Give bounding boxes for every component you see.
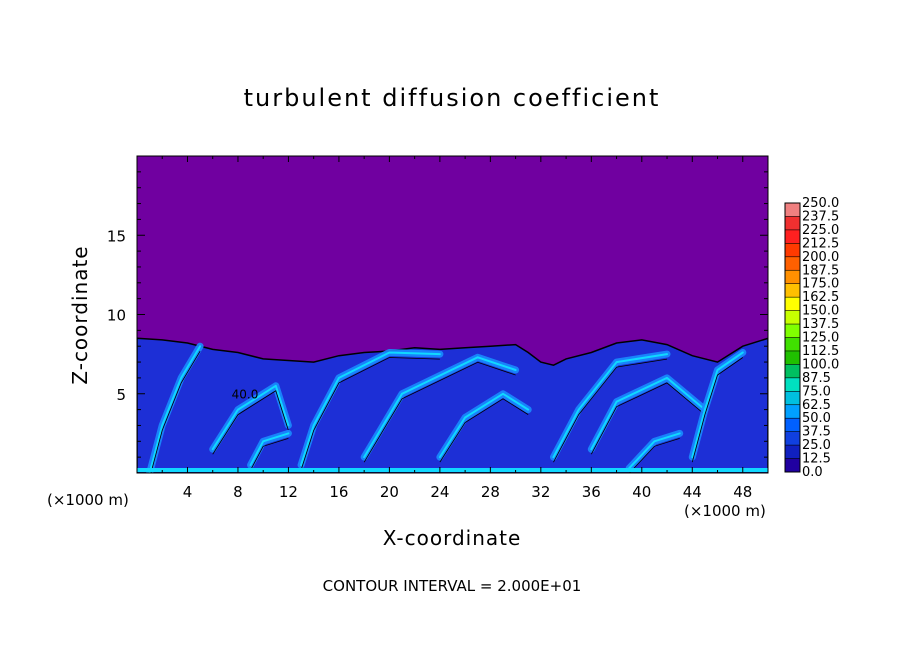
x-tick-label: 4 [183,483,193,501]
colorbar-swatch [785,337,800,352]
colorbar-label: 12.5 [802,452,831,467]
x-tick-label: 24 [430,483,449,501]
contour-line [363,361,516,463]
colorbar-label: 112.5 [802,344,839,359]
turbulence-core [552,353,668,459]
colorbar-swatch [785,256,800,271]
colorbar-swatch [785,297,800,312]
x-tick-label: 32 [531,483,550,501]
x-tick-label: 8 [233,483,243,501]
colorbar-label: 150.0 [802,304,839,319]
colorbar-label: 200.0 [802,250,839,265]
y-tick-label: 10 [107,307,126,325]
colorbar-label: 162.5 [802,290,839,305]
contour-line [691,357,744,463]
colorbar-swatch [785,458,800,473]
colorbar-label: 250.0 [802,196,839,211]
colorbar-swatch [785,203,800,217]
x-tick-label: 28 [481,483,500,501]
colorbar-swatch [785,216,800,231]
turbulence-core [590,376,706,451]
contour-line [590,382,706,455]
contour-line [439,398,529,463]
y-tick-label: 15 [107,227,126,245]
colorbar-swatch [785,404,800,419]
colorbar-swatch [785,377,800,392]
colorbar-label: 87.5 [802,371,831,386]
colorbar-label: 225.0 [802,223,839,238]
colorbar-swatch [785,229,800,244]
x-tick-label: 20 [380,483,399,501]
contour-line [250,438,289,471]
contour-line [212,390,289,455]
turbulence-core [249,432,290,467]
turbulence-core [211,384,290,451]
colorbar-swatch [785,418,800,433]
colorbar-swatch [785,445,800,460]
field-layer: 40.0 [137,156,768,473]
colorbar-swatch [785,364,800,379]
colorbar-label: 175.0 [802,277,839,292]
x-tick-label: 16 [329,483,348,501]
colorbar-swatch [785,431,800,446]
x-unit-right: (×1000 m) [684,502,766,520]
contour-label: 40.0 [232,388,259,402]
chart-title: turbulent diffusion coefficient [243,84,661,112]
colorbar-label: 237.5 [802,209,839,224]
y-axis-ticks: 5 10 15 [107,171,768,458]
x-tick-label: 44 [683,483,702,501]
colorbar-swatch [785,310,800,325]
x-unit-left: (×1000 m) [47,491,129,509]
colorbar-label: 37.5 [802,425,831,440]
colorbar-label: 25.0 [802,438,831,453]
turbulence-core [148,345,202,473]
contour-interval-note: CONTOUR INTERVAL = 2.000E+01 [322,577,582,595]
colorbar-label: 212.5 [802,236,839,251]
colorbar-swatch [785,350,800,365]
colorbar: 250.0237.5225.0212.5200.0187.5175.0162.5… [784,196,839,480]
y-tick-label: 5 [116,386,126,404]
contour-line [553,358,668,463]
turbulence-core [691,351,744,459]
y-axis-label: Z-coordinate [68,245,92,385]
turbulence-core [438,392,530,459]
x-axis-label: X-coordinate [382,526,522,550]
contour-line [150,350,201,473]
contour-line [300,357,440,471]
turbulence-core [628,432,681,470]
x-tick-label: 40 [632,483,651,501]
turbulence-core [363,356,517,459]
x-axis-ticks: 4 8 12 16 20 24 28 32 36 40 44 48 [161,156,752,501]
colorbar-label: 50.0 [802,411,831,426]
x-tick-label: 12 [279,483,298,501]
colorbar-label: 137.5 [802,317,839,332]
colorbar-swatch [785,283,800,298]
colorbar-label: 100.0 [802,357,839,372]
colorbar-label: 75.0 [802,384,831,399]
turbulence-core [300,351,441,467]
colorbar-label: 187.5 [802,263,839,278]
colorbar-label: 0.0 [802,465,823,480]
colorbar-label: 62.5 [802,398,831,413]
colorbar-swatch [785,324,800,338]
boundary-layer-region [137,337,768,473]
colorbar-swatch [785,391,800,406]
contour-line [628,438,680,473]
colorbar-swatch [785,270,800,285]
x-tick-label: 48 [733,483,752,501]
colorbar-swatch [785,243,800,258]
x-tick-label: 36 [582,483,601,501]
colorbar-label: 125.0 [802,331,839,346]
